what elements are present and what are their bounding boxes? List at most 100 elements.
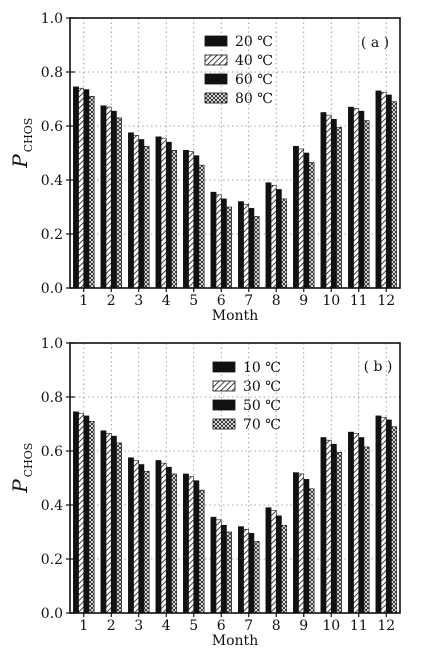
x-tick-label: 11: [350, 618, 368, 634]
plot-frame: [69, 17, 401, 289]
x-tick-label: 12: [377, 618, 395, 634]
bar-70c-month-1: [88, 420, 95, 614]
x-tick-label: 5: [189, 293, 198, 309]
x-tick-label: 6: [217, 618, 226, 634]
legend-swatch: [204, 73, 228, 85]
bar-40c-month-9: [298, 148, 305, 289]
bar-80c-month-8: [281, 198, 287, 289]
x-tick-label: 8: [272, 618, 281, 634]
bar-20c-month-10: [320, 112, 327, 289]
x-tick-label: 2: [107, 293, 116, 309]
bar-30c-month-9: [298, 473, 305, 614]
bar-10c-month-11: [348, 431, 354, 614]
bar-50c-month-6: [220, 524, 227, 614]
panel-tag: ( b ): [364, 359, 393, 375]
bar-20c-month-9: [293, 145, 299, 289]
bar-30c-month-10: [325, 439, 332, 614]
bar-50c-month-4: [165, 466, 172, 614]
bar-40c-month-11: [353, 108, 360, 289]
bar-70c-month-10: [336, 452, 342, 614]
bar-40c-month-12: [380, 91, 387, 289]
bar-50c-month-3: [138, 464, 145, 614]
bar-70c-month-8: [281, 524, 287, 614]
bar-50c-month-1: [83, 415, 90, 614]
bar-20c-month-8: [265, 182, 272, 289]
bar-20c-month-12: [375, 90, 382, 289]
y-axis-title-main: P: [8, 479, 32, 494]
bar-60c-month-2: [110, 110, 117, 289]
bar-10c-month-2: [100, 430, 107, 614]
bar-70c-month-3: [143, 470, 150, 614]
x-axis-title: Month: [212, 633, 258, 649]
bar-70c-month-7: [253, 541, 260, 614]
panel-tag: ( a ): [361, 35, 389, 51]
x-tick-label: 6: [217, 293, 226, 309]
bar-30c-month-12: [380, 416, 387, 614]
bar-80c-month-2: [116, 117, 122, 289]
legend-label: 70 ℃: [243, 417, 281, 433]
plot-frame: [69, 342, 401, 614]
y-axis-title-subscript: CHOS: [22, 118, 35, 153]
y-tick-label: 0.8: [41, 65, 63, 81]
bar-60c-month-7: [248, 208, 255, 289]
y-axis-title-main: P: [8, 154, 32, 169]
x-tick-label: 8: [272, 293, 281, 309]
bar-80c-month-6: [226, 206, 232, 289]
bar-60c-month-9: [303, 152, 310, 289]
bar-10c-month-10: [320, 437, 327, 614]
legend-label: 30 ℃: [243, 379, 281, 395]
bar-30c-month-6: [215, 519, 222, 614]
y-tick-label: 0.2: [41, 552, 63, 568]
y-tick-label: 0.4: [41, 173, 63, 189]
bar-70c-month-5: [198, 489, 205, 614]
bar-80c-month-11: [363, 120, 370, 289]
bar-20c-month-7: [238, 201, 244, 289]
bar-60c-month-12: [385, 94, 392, 289]
legend-swatch: [204, 54, 228, 66]
chart-panel-a: 0.00.20.40.60.81.01 2 3 4 5 6 7 8 9 10 11 12MonthPC…: [8, 11, 401, 324]
bar-40c-month-4: [160, 137, 167, 289]
bar-10c-month-9: [293, 472, 299, 614]
bar-10c-month-8: [265, 507, 272, 614]
bar-20c-month-1: [73, 86, 79, 289]
legend-label: 20 ℃: [235, 34, 273, 50]
bar-50c-month-9: [303, 479, 310, 614]
legend-swatch: [212, 361, 236, 373]
y-tick-label: 0.4: [41, 498, 63, 514]
y-tick-label: 0.0: [41, 281, 63, 297]
bar-70c-month-4: [171, 473, 177, 614]
y-tick-label: 1.0: [41, 336, 63, 352]
bar-10c-month-7: [238, 526, 244, 614]
x-tick-label: 1: [79, 293, 88, 309]
bar-20c-month-3: [128, 132, 134, 289]
legend-swatch: [212, 380, 236, 392]
bar-20c-month-2: [100, 105, 107, 289]
y-tick-label: 0.8: [41, 390, 63, 406]
bar-80c-month-7: [253, 216, 260, 289]
x-axis-title: Month: [212, 308, 258, 324]
x-tick-label: 2: [107, 618, 116, 634]
bar-10c-month-5: [183, 473, 189, 614]
bar-30c-month-5: [188, 476, 195, 614]
bar-60c-month-4: [165, 141, 172, 289]
bar-20c-month-4: [155, 136, 162, 289]
bar-60c-month-8: [275, 189, 282, 289]
bar-80c-month-5: [198, 164, 205, 289]
x-tick-label: 7: [244, 293, 253, 309]
bar-20c-month-11: [348, 106, 354, 289]
bar-60c-month-11: [358, 110, 365, 289]
legend-swatch: [212, 399, 236, 411]
bar-30c-month-8: [270, 510, 277, 614]
legend: 10 ℃ 30 ℃ 50 ℃ 70 ℃: [212, 360, 281, 433]
x-tick-label: 4: [162, 293, 171, 309]
bar-30c-month-11: [353, 433, 360, 614]
bar-60c-month-1: [83, 89, 90, 289]
bar-20c-month-5: [183, 150, 189, 289]
bar-70c-month-6: [226, 531, 232, 614]
bar-40c-month-3: [133, 135, 140, 289]
bar-60c-month-5: [193, 155, 200, 289]
bar-40c-month-5: [188, 151, 195, 289]
